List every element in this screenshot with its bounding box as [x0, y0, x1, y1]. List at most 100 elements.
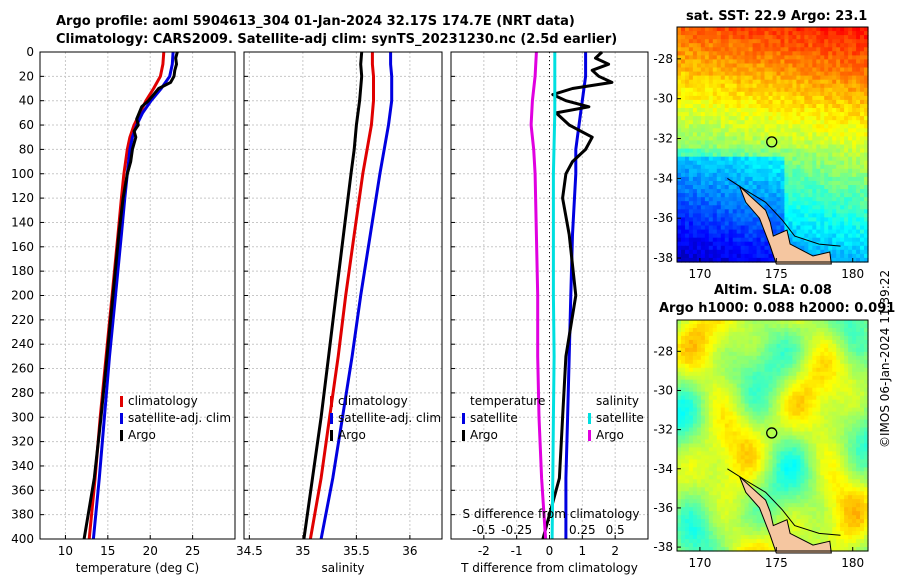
depth-tick-label: 200	[11, 289, 34, 303]
panel3-legend-title-right: salinity	[596, 394, 639, 408]
panel2-legend-label: satellite-adj. clim	[338, 411, 441, 425]
depth-tick-label: 340	[11, 459, 34, 473]
panel3-legend-swatch	[588, 430, 591, 441]
map1-argo-marker	[766, 136, 778, 148]
map1-ytick-label: -36	[653, 211, 673, 225]
panel1-xtick-label: 15	[100, 544, 115, 558]
panel3-series-salinity-satellite	[550, 52, 557, 540]
depth-tick-label: 0	[26, 45, 34, 59]
panel1-legend-label: satellite-adj. clim	[128, 411, 231, 425]
depth-tick-label: 100	[11, 167, 34, 181]
depth-tick-label: 400	[11, 532, 34, 546]
map2-land	[739, 476, 832, 554]
map1-ytick-label: -30	[653, 92, 673, 106]
panel1-legend-swatch	[120, 413, 123, 424]
map2-argo-marker	[766, 427, 778, 439]
panel1-xtick-label: 25	[185, 544, 200, 558]
map1-field	[677, 27, 869, 263]
map2-ytick-label: -38	[653, 540, 673, 554]
map2-ytick-label: -36	[653, 501, 673, 515]
map2-ytick-label: -34	[653, 462, 673, 476]
map1-contour	[727, 177, 841, 247]
depth-tick-label: 80	[19, 142, 34, 156]
map2-ytick-label: -32	[653, 423, 673, 437]
depth-tick-label: 220	[11, 313, 34, 327]
depth-tick-label: 320	[11, 435, 34, 449]
map2-frame	[676, 319, 869, 552]
depth-tick-label: 180	[11, 264, 34, 278]
panel3-series-temperature-argo	[541, 50, 614, 540]
map1-land	[739, 185, 832, 265]
panel3-xtick-label: -2	[478, 544, 490, 558]
map2-contour	[727, 468, 841, 536]
depth-tick-label: 280	[11, 386, 34, 400]
panel3-legend-swatch	[588, 413, 591, 424]
panel3-legend-label: Argo	[596, 428, 624, 442]
panel1-xtick-label: 10	[58, 544, 73, 558]
map1-xtick-label: 180	[841, 267, 864, 281]
panel3-top-tick-label: -0.25	[501, 523, 532, 537]
panel2-legend-label: Argo	[338, 428, 366, 442]
panel1-legend-swatch	[120, 430, 123, 441]
panel3-xtick-label: -1	[511, 544, 523, 558]
figure-title-line1: Argo profile: aoml 5904613_304 01-Jan-20…	[56, 14, 575, 29]
panel3-legend-swatch	[462, 430, 465, 441]
panel3-top-tick-label: 0.25	[569, 523, 596, 537]
panel3-xlabel-top: S difference from climatology	[463, 507, 640, 521]
panel1-series-argo	[82, 51, 179, 540]
panel3-legend-label: satellite	[596, 411, 644, 425]
panel2-xtick-label: 34.5	[236, 544, 263, 558]
panel3-legend-label: Argo	[470, 428, 498, 442]
map1-ytick-label: -28	[653, 52, 673, 66]
depth-tick-label: 360	[11, 483, 34, 497]
panel3-legend-label: satellite	[470, 411, 518, 425]
panel2-legend-swatch	[330, 396, 333, 407]
panel2-xtick-label: 35.5	[343, 544, 370, 558]
figure-title-line2: Climatology: CARS2009. Satellite-adj cli…	[56, 32, 618, 47]
panel2-series-climatology	[308, 52, 375, 540]
panel2-series-satellite-adj-clim	[319, 52, 394, 540]
panel3-series-temperature-satellite	[564, 52, 588, 539]
depth-tick-label: 260	[11, 362, 34, 376]
panel3-top-tick-label: 0.5	[606, 523, 625, 537]
depth-tick-label: 300	[11, 410, 34, 424]
map1-xtick-label: 175	[765, 267, 788, 281]
panel1-xtick-label: 20	[143, 544, 158, 558]
panel1-legend-swatch	[120, 396, 123, 407]
map1-xtick-label: 170	[688, 267, 711, 281]
panel3-xtick-label: 2	[611, 544, 619, 558]
panel1-xlabel: temperature (deg C)	[76, 561, 199, 575]
depth-tick-label: 160	[11, 240, 34, 254]
depth-tick-label: 60	[19, 118, 34, 132]
panel2-xlabel: salinity	[321, 561, 364, 575]
map2-xtick-label: 170	[688, 556, 711, 570]
panel2-series-argo	[302, 51, 364, 540]
map2-ytick-label: -30	[653, 383, 673, 397]
depth-tick-label: 20	[19, 69, 34, 83]
depth-tick-label: 140	[11, 215, 34, 229]
panel3-series-salinity-argo	[529, 51, 548, 540]
depth-tick-label: 240	[11, 337, 34, 351]
panel3-xtick-label: 0	[546, 544, 554, 558]
panel3-xtick-label: 1	[579, 544, 587, 558]
map1-frame	[676, 26, 869, 263]
panel3-xlabel: T difference from climatology	[460, 561, 638, 575]
panel1-legend-label: Argo	[128, 428, 156, 442]
map2-xtick-label: 180	[841, 556, 864, 570]
panel2-legend-swatch	[330, 413, 333, 424]
sst-map-title: sat. SST: 22.9 Argo: 23.1	[686, 9, 868, 24]
map2-xtick-label: 175	[765, 556, 788, 570]
panel2-legend-label: climatology	[338, 394, 408, 408]
map1-ytick-label: -32	[653, 132, 673, 146]
panel3-top-tick-label: -0.5	[472, 523, 495, 537]
panel2-legend-swatch	[330, 430, 333, 441]
depth-tick-label: 380	[11, 508, 34, 522]
sla-map-title: Altim. SLA: 0.08	[714, 283, 832, 298]
panel1-legend-label: climatology	[128, 394, 198, 408]
depth-tick-label: 40	[19, 94, 34, 108]
panel3-legend-title-left: temperature	[470, 394, 545, 408]
panel3-legend-swatch	[462, 413, 465, 424]
depth-tick-label: 120	[11, 191, 34, 205]
map2-field	[677, 320, 869, 552]
